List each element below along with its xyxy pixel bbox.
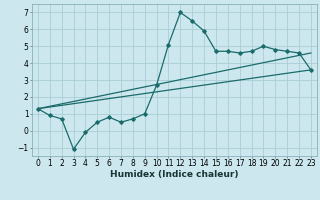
X-axis label: Humidex (Indice chaleur): Humidex (Indice chaleur) (110, 170, 239, 179)
